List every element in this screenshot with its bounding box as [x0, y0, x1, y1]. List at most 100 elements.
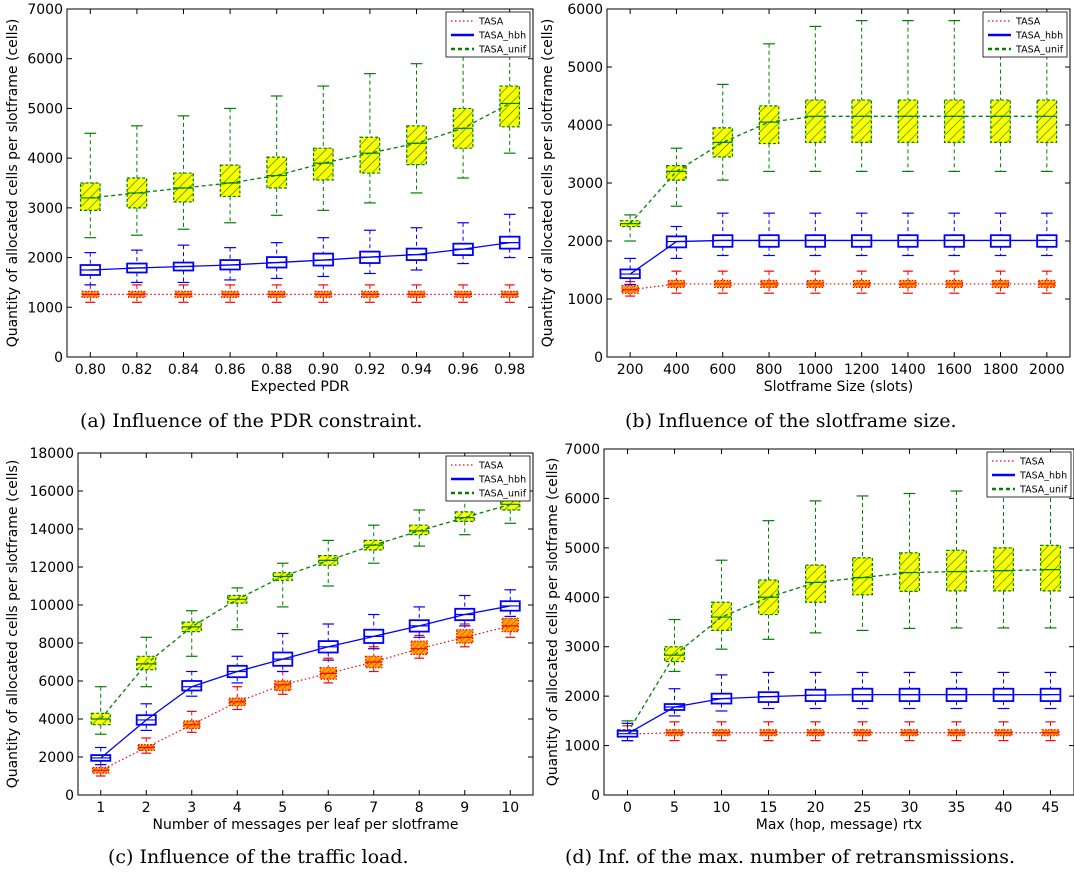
- y-tick-label: 4000: [38, 712, 74, 728]
- y-tick-label: 14000: [29, 522, 74, 538]
- box: [219, 164, 241, 198]
- y-tick-label: 4000: [564, 590, 600, 606]
- series-tasa-unif: [79, 13, 521, 239]
- series-line: [90, 242, 510, 271]
- x-tick-label: 0.92: [354, 362, 385, 378]
- y-tick-label: 0: [54, 350, 63, 366]
- box: [805, 564, 826, 603]
- y-tick-label: 1000: [564, 739, 600, 755]
- x-tick-label: 0.94: [401, 362, 432, 378]
- y-tick-label: 4000: [27, 151, 63, 167]
- legend-label: TASA_unif: [478, 45, 527, 56]
- series-tasa-hbh: [616, 671, 1062, 742]
- series-tasa: [618, 721, 1060, 742]
- x-tick-label: 20: [807, 800, 825, 816]
- chart-traffic-load: 0 2000 4000 6000 8000 10000 12000 14000 16000 180…: [5, 446, 534, 833]
- y-tick-label: 6000: [564, 491, 600, 507]
- series-line: [100, 503, 511, 720]
- series-line: [629, 239, 1047, 275]
- box: [406, 125, 427, 166]
- y-tick-label: 3000: [564, 640, 600, 656]
- x-tick-label: 800: [756, 362, 783, 378]
- x-tick-label: 0.86: [215, 362, 246, 378]
- x-tick-label: 1400: [890, 362, 926, 378]
- x-tick-label: 5: [278, 800, 287, 816]
- x-tick-label: 15: [760, 800, 778, 816]
- y-tick-label: 5000: [567, 60, 603, 76]
- x-tick-label: 35: [948, 800, 966, 816]
- y-tick-label: 7000: [27, 2, 63, 18]
- series-tasa-unif: [617, 490, 1061, 742]
- legend-label: TASA_unif: [478, 489, 527, 500]
- box: [897, 99, 919, 143]
- box: [946, 549, 967, 592]
- legend-label: TASA: [478, 461, 504, 472]
- box: [274, 680, 292, 692]
- legend-label: TASA: [1015, 17, 1041, 28]
- x-tick-label: 6: [324, 800, 333, 816]
- caption-c: (c) Influence of the traffic load.: [108, 846, 409, 868]
- y-tick-label: 4000: [567, 118, 603, 134]
- x-tick-label: 0.82: [121, 362, 152, 378]
- box: [1040, 544, 1061, 592]
- y-tick-label: 5000: [27, 101, 63, 117]
- x-tick-label: 4: [233, 800, 242, 816]
- y-tick-label: 6000: [27, 52, 63, 68]
- x-tick-label: 0.80: [75, 362, 106, 378]
- box: [851, 99, 872, 143]
- y-tick-label: 10000: [29, 598, 74, 614]
- x-tick-label: 0.88: [261, 362, 292, 378]
- x-tick-label: 0.90: [308, 362, 339, 378]
- x-tick-label: 600: [709, 362, 736, 378]
- chart-slotframe-size: 0 1000 2000 3000 4000 5000 6000 200 400 600 800 100…: [540, 2, 1071, 395]
- box: [266, 156, 288, 189]
- legend-label: TASA: [478, 17, 504, 28]
- legend: TASA TASA_hbh TASA_unif: [445, 455, 531, 502]
- x-tick-label: 30: [901, 800, 919, 816]
- legend-label: TASA_hbh: [478, 31, 526, 42]
- y-axis-label: Quantity of allocated cells per slotfram…: [5, 460, 21, 789]
- x-tick-label: 1600: [936, 362, 972, 378]
- y-tick-label: 5000: [564, 541, 600, 557]
- x-tick-label: 1: [96, 800, 105, 816]
- legend-label: TASA_unif: [1019, 485, 1068, 496]
- x-tick-label: 200: [617, 362, 644, 378]
- y-tick-label: 2000: [567, 234, 603, 250]
- box: [943, 99, 965, 143]
- y-axis-label: Quantity of allocated cells per slotfram…: [540, 19, 556, 348]
- y-tick-label: 2000: [564, 689, 600, 705]
- box: [409, 524, 430, 536]
- y-axis-label: Quantity of allocated cells per slotfram…: [5, 19, 21, 348]
- chart-pdr-constraint: 0 1000 2000 3000 4000 5000 6000 7000 0.80 0.82 0.8…: [5, 2, 534, 395]
- x-tick-label: 45: [1042, 800, 1060, 816]
- x-axis-label: Max (hop, message) rtx: [756, 817, 922, 833]
- box: [990, 99, 1011, 143]
- y-tick-label: 0: [591, 788, 600, 804]
- x-tick-label: 0.84: [168, 362, 199, 378]
- x-axis-label: Slotframe Size (slots): [764, 379, 913, 395]
- plot-frame: [603, 448, 1074, 796]
- y-tick-label: 3000: [567, 176, 603, 192]
- x-tick-label: 0: [623, 800, 632, 816]
- x-tick-label: 7: [369, 800, 378, 816]
- y-tick-label: 2000: [38, 750, 74, 766]
- plot-frame: [606, 8, 1071, 358]
- series-tasa: [621, 270, 1056, 297]
- y-tick-label: 1000: [567, 292, 603, 308]
- box: [410, 640, 428, 656]
- box: [711, 601, 732, 632]
- x-tick-label: 3: [187, 800, 196, 816]
- box: [1036, 99, 1058, 143]
- x-axis-label: Number of messages per leaf per slotfram…: [153, 817, 459, 833]
- plot-frame: [77, 452, 534, 796]
- series-line: [90, 102, 511, 199]
- x-tick-label: 10: [501, 800, 519, 816]
- series-tasa-unif: [619, 20, 1058, 242]
- y-tick-label: 0: [594, 350, 603, 366]
- x-tick-label: 0.96: [448, 362, 479, 378]
- x-tick-label: 2000: [1029, 362, 1065, 378]
- legend-label: TASA_hbh: [1019, 471, 1067, 482]
- y-tick-label: 2000: [27, 251, 63, 267]
- legend-label: TASA_hbh: [1015, 31, 1063, 42]
- box: [312, 147, 334, 181]
